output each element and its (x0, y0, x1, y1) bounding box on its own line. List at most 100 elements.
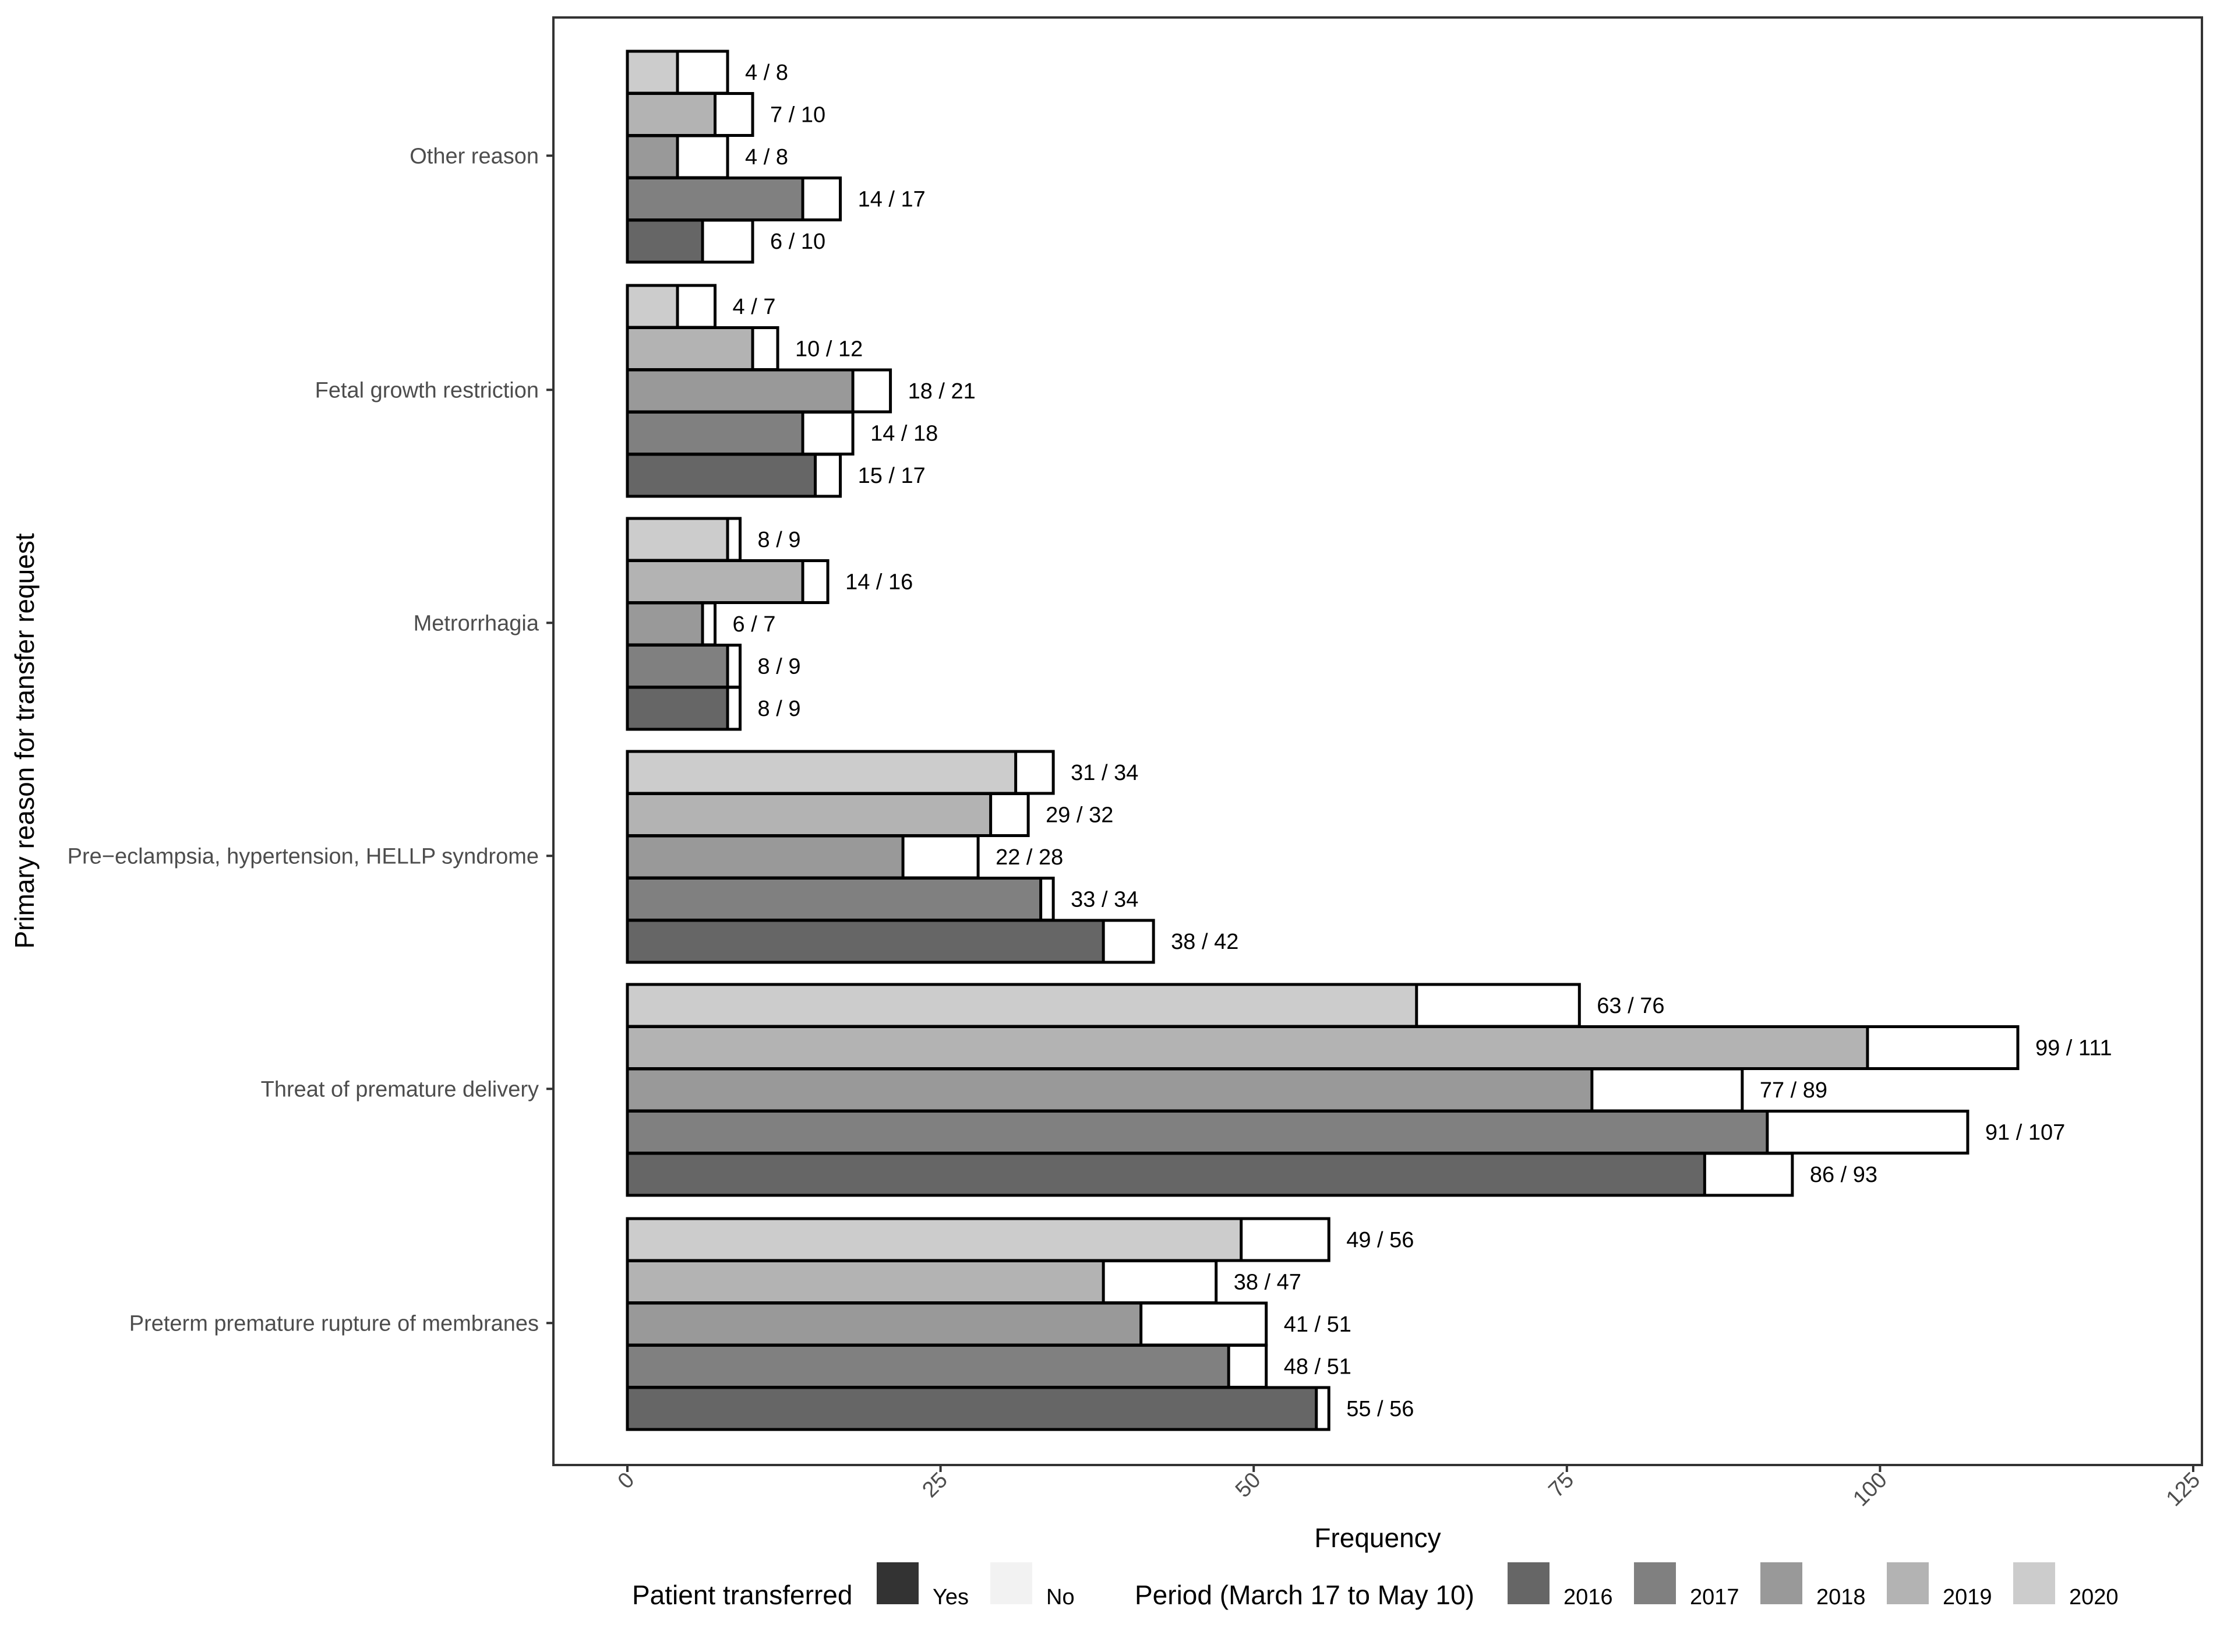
bar-not-transferred-2019 (803, 560, 828, 603)
bar-transferred-2016 (627, 687, 728, 729)
legend-label: Yes (933, 1585, 969, 1609)
bar-label: 29 / 32 (1046, 803, 1113, 828)
bar-not-transferred-2019 (990, 793, 1029, 836)
legend-key (1508, 1562, 1550, 1604)
category-label: Pre−eclampsia, hypertension, HELLP syndr… (68, 844, 539, 869)
bar-label: 38 / 47 (1234, 1270, 1301, 1295)
bar-not-transferred-2020 (677, 51, 728, 93)
category-label: Metrorrhagia (414, 611, 539, 636)
bar-label: 91 / 107 (1985, 1121, 2065, 1145)
bar-not-transferred-2019 (1867, 1026, 2018, 1069)
bar-outline (626, 517, 742, 562)
x-tick-label: 50 (1231, 1468, 1266, 1503)
category-label: Other reason (410, 144, 539, 168)
bar-transferred-2017 (627, 645, 728, 687)
bar-transferred-2017 (627, 412, 803, 454)
legend-title-transferred: Patient transferred (632, 1580, 852, 1610)
bar-not-transferred-2016 (815, 454, 841, 496)
bar-transferred-2018 (627, 1303, 1141, 1345)
bar-label: 38 / 42 (1171, 930, 1238, 954)
bar-label: 8 / 9 (758, 655, 801, 679)
bar-label: 4 / 8 (745, 61, 788, 85)
bar-label: 18 / 21 (908, 379, 976, 404)
bar-transferred-2019 (627, 793, 991, 836)
bar-outline (626, 177, 842, 221)
bar-transferred-2020 (627, 984, 1417, 1026)
bar-transferred-2019 (627, 560, 803, 603)
bar-label: 22 / 28 (996, 845, 1063, 870)
bar-transferred-2018 (627, 370, 853, 412)
bar-not-transferred-2017 (728, 645, 740, 687)
legend: Patient transferred Yes No Period (March 17… (632, 1562, 2119, 1610)
legend-label: 2016 (1563, 1585, 1613, 1609)
bar-outline (626, 750, 1055, 795)
bar-label: 6 / 7 (733, 612, 776, 637)
legend-key (1760, 1562, 1802, 1604)
bar-transferred-2016 (627, 920, 1104, 962)
legend-label: 2017 (1690, 1585, 1739, 1609)
bar-label: 48 / 51 (1284, 1355, 1351, 1379)
bar-not-transferred-2017 (1229, 1345, 1266, 1388)
x-tick-label: 75 (1544, 1468, 1579, 1503)
bar-not-transferred-2016 (1704, 1153, 1792, 1195)
bar-transferred-2019 (627, 327, 753, 370)
legend-label: No (1046, 1585, 1075, 1609)
x-tick-label: 125 (2162, 1468, 2205, 1512)
bar-transferred-2016 (627, 220, 703, 262)
bar-transferred-2017 (627, 1345, 1229, 1388)
bar-label: 14 / 18 (870, 422, 938, 446)
bar-label: 86 / 93 (1810, 1163, 1877, 1187)
bar-not-transferred-2019 (753, 327, 778, 370)
bar-label: 4 / 7 (733, 295, 776, 319)
category-label: Preterm premature rupture of membranes (129, 1311, 539, 1336)
bar-transferred-2019 (627, 1261, 1104, 1303)
bar-transferred-2016 (627, 454, 816, 496)
bar-not-transferred-2018 (703, 603, 715, 645)
bar-label: 7 / 10 (770, 103, 825, 128)
category-label: Threat of premature delivery (261, 1077, 539, 1102)
bar-outline (626, 50, 729, 95)
bar-label: 99 / 111 (2035, 1036, 2112, 1061)
legend-key (1887, 1562, 1929, 1604)
bar-not-transferred-2018 (1141, 1303, 1266, 1345)
bar-outline (626, 983, 1581, 1028)
bar-not-transferred-2019 (1103, 1261, 1216, 1303)
legend-label: 2018 (1816, 1585, 1866, 1609)
bar-not-transferred-2016 (728, 687, 740, 729)
bar-transferred-2016 (627, 1153, 1705, 1195)
bar-not-transferred-2016 (703, 220, 753, 262)
bar-label: 41 / 51 (1284, 1312, 1351, 1337)
bar-label: 14 / 16 (845, 570, 913, 595)
bar-not-transferred-2018 (1591, 1069, 1742, 1111)
bar-transferred-2020 (627, 285, 678, 327)
bar-not-transferred-2019 (715, 93, 753, 136)
legend-title-period: Period (March 17 to May 10) (1135, 1580, 1474, 1610)
y-axis-title: Primary reason for transfer request (9, 533, 40, 948)
bar-transferred-2016 (627, 1388, 1316, 1429)
bar-label: 15 / 17 (858, 464, 926, 488)
x-axis-title: Frequency (1314, 1523, 1441, 1553)
legend-key (877, 1562, 919, 1604)
legend-key (1634, 1562, 1676, 1604)
bar-label: 33 / 34 (1071, 888, 1138, 912)
category-labels: Other reason Fetal growth restriction Metr… (68, 144, 553, 1336)
legend-label: 2020 (2069, 1585, 2119, 1609)
bar-transferred-2018 (627, 136, 678, 178)
bar-not-transferred-2020 (1416, 984, 1580, 1026)
bar-transferred-2020 (627, 1219, 1241, 1261)
bar-not-transferred-2018 (903, 836, 979, 878)
x-tick-label: 100 (1848, 1468, 1892, 1512)
bar-not-transferred-2016 (1103, 920, 1154, 962)
bar-label: 77 / 89 (1760, 1078, 1827, 1103)
bar-not-transferred-2017 (1040, 878, 1054, 920)
bar-transferred-2020 (627, 751, 1016, 793)
bar-outline (626, 1217, 1330, 1262)
bar-not-transferred-2018 (853, 370, 891, 412)
bar-transferred-2017 (627, 1111, 1767, 1153)
bar-label: 8 / 9 (758, 528, 801, 552)
bar-transferred-2017 (627, 178, 803, 220)
bars-layer: 6 / 10 14 / 17 4 / 8 7 / 10 4 / 8 15 / 17 14 /… (626, 50, 2112, 1431)
legend-key (2013, 1562, 2055, 1604)
bar-label: 4 / 8 (745, 145, 788, 170)
